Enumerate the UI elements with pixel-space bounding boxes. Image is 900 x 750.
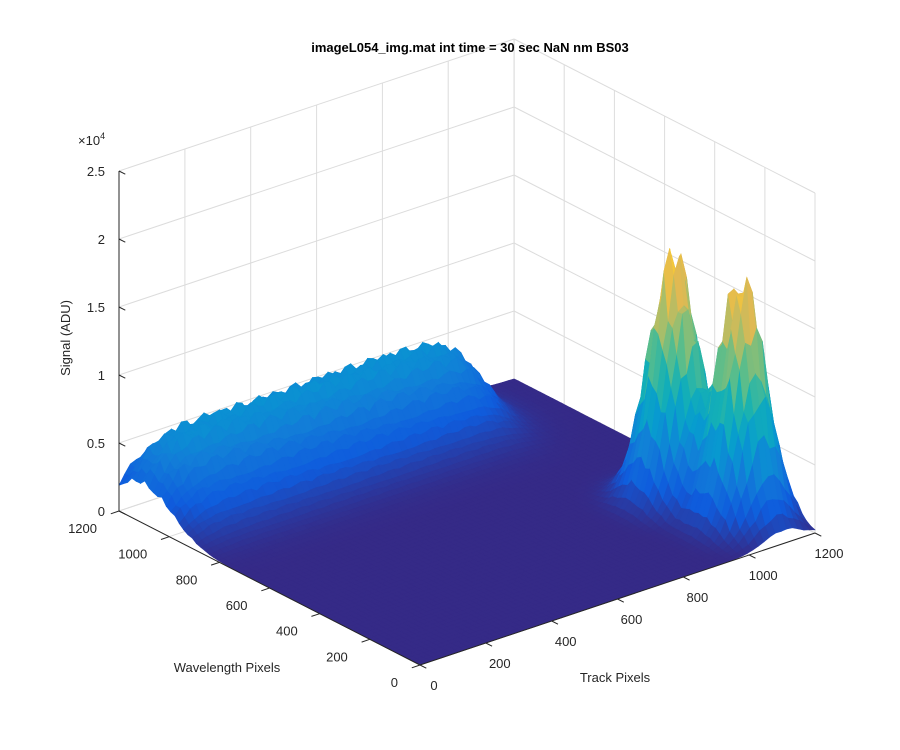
z-tick-mark (118, 510, 126, 515)
z-axis-label: Signal (ADU) (58, 300, 73, 376)
surface (118, 248, 816, 666)
x-tick-label: 600 (621, 612, 643, 627)
grid-z (118, 174, 816, 330)
x-tick-mark (485, 642, 493, 647)
y-tick-mark (311, 613, 320, 617)
y-tick-mark (110, 510, 120, 515)
x-tick-label: 200 (489, 656, 511, 671)
y-tick-label: 800 (176, 572, 198, 587)
z-exponent: ×104 (78, 131, 105, 148)
x-tick-mark (551, 620, 559, 625)
y-tick-mark (361, 638, 370, 643)
z-tick-label: 2.5 (87, 164, 105, 179)
y-tick-label: 0 (391, 675, 398, 690)
y-tick-mark (160, 536, 170, 540)
svg-text:×104: ×104 (78, 131, 105, 148)
x-axis-label: Track Pixels (580, 670, 651, 685)
z-tick-label: 0 (98, 504, 105, 519)
y-tick-label: 400 (276, 624, 298, 639)
y-tick-label: 200 (326, 649, 348, 664)
z-tick-label: 0.5 (87, 436, 105, 451)
y-tick-mark (261, 587, 270, 592)
z-tick-label: 2 (98, 232, 105, 247)
grid-z (118, 106, 816, 262)
grid-z (118, 38, 816, 194)
x-tick-mark (617, 598, 625, 603)
y-axis-label: Wavelength Pixels (174, 660, 281, 675)
x-tick-label: 0 (430, 678, 437, 693)
y-tick-mark (411, 664, 421, 669)
chart-title: imageL054_img.mat int time = 30 sec NaN … (311, 40, 629, 55)
x-tick-label: 1200 (815, 546, 844, 561)
x-tick-mark (814, 532, 822, 537)
x-tick-label: 1000 (749, 568, 778, 583)
y-tick-mark (210, 561, 220, 566)
x-tick-label: 400 (555, 634, 577, 649)
z-tick-label: 1 (98, 368, 105, 383)
x-tick-mark (748, 554, 756, 559)
y-tick-label: 600 (226, 598, 248, 613)
x-tick-mark (683, 576, 690, 581)
y-tick-label: 1200 (68, 521, 97, 536)
y-tick-label: 1000 (118, 547, 147, 562)
z-tick-label: 1.5 (87, 300, 105, 315)
x-tick-mark (419, 664, 427, 669)
x-tick-label: 800 (687, 590, 709, 605)
